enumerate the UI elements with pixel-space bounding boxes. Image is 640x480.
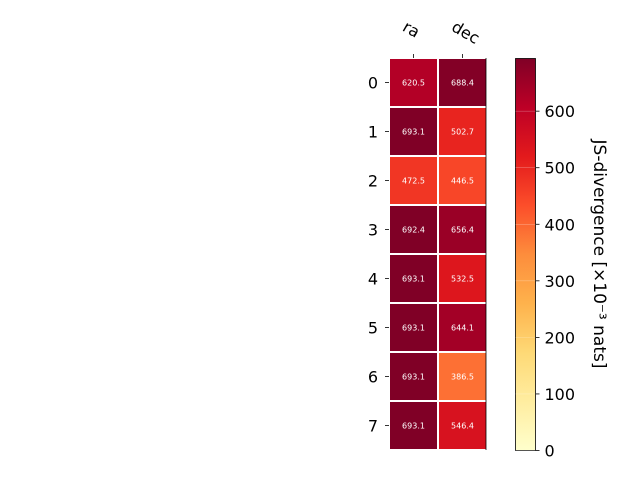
cell-value-label: 693.1 (402, 422, 425, 431)
colorbar-ticks: 0 100 200 300 400 500 600 (515, 102, 576, 461)
cell-value-label: 644.1 (451, 324, 474, 333)
heatmap-cell (390, 206, 437, 253)
heatmap-cells: 620.5 688.4 693.1 502.7 472.5 446.5 692.4 656.4… (390, 59, 486, 449)
cell-value-label: 693.1 (402, 373, 425, 382)
cell-value-label: 502.7 (451, 128, 474, 137)
row-label: 1 (368, 123, 378, 142)
heatmap-cell (390, 108, 437, 155)
heatmap-cell (390, 255, 437, 302)
heatmap-cell (439, 59, 486, 106)
row-label: 2 (368, 172, 378, 191)
heatmap-cell (439, 108, 486, 155)
column-labels: ra dec (400, 17, 483, 58)
colorbar-tick-label: 0 (545, 442, 555, 461)
colorbar-gradient (515, 58, 536, 451)
heatmap-cell (390, 353, 437, 400)
heatmap-cell (439, 402, 486, 449)
colorbar-tick-label: 600 (545, 102, 576, 121)
cell-value-label: 446.5 (451, 177, 474, 186)
colorbar-tick-label: 200 (545, 328, 576, 347)
cell-value-label: 688.4 (451, 79, 474, 88)
cell-value-label: 692.4 (402, 226, 425, 235)
heatmap-cell (439, 255, 486, 302)
heatmap-cell (390, 304, 437, 351)
row-labels: 0 1 2 3 4 5 6 7 (368, 74, 389, 436)
colorbar-tick-label: 300 (545, 272, 576, 291)
cell-value-label: 693.1 (402, 128, 425, 137)
heatmap-cell (439, 353, 486, 400)
heatmap-cell (390, 59, 437, 106)
column-label: dec (449, 17, 483, 48)
heatmap-cell (439, 304, 486, 351)
row-label: 7 (368, 417, 378, 436)
row-label: 0 (368, 74, 378, 93)
heatmap-cell (439, 157, 486, 204)
cell-value-label: 620.5 (402, 79, 425, 88)
cell-value-label: 472.5 (402, 177, 425, 186)
cell-value-label: 693.1 (402, 324, 425, 333)
colorbar-label: JS-divergence [×10⁻³ nats] (589, 139, 609, 369)
cell-value-label: 532.5 (451, 275, 474, 284)
colorbar-tick-label: 100 (545, 385, 576, 404)
row-label: 6 (368, 368, 378, 387)
colorbar-tick-label: 500 (545, 159, 576, 178)
cell-value-label: 386.5 (451, 373, 474, 382)
colorbar-tick-label: 400 (545, 215, 576, 234)
heatmap-cell (390, 402, 437, 449)
cell-value-label: 656.4 (451, 226, 474, 235)
cell-value-label: 693.1 (402, 275, 425, 284)
colorbar: 0 100 200 300 400 500 600 JS-divergence [×10⁻³… (515, 58, 609, 461)
cell-value-label: 546.4 (451, 422, 474, 431)
heatmap-cell (439, 206, 486, 253)
row-label: 5 (368, 319, 378, 338)
heatmap-cell (390, 157, 437, 204)
row-label: 4 (368, 270, 378, 289)
row-label: 3 (368, 221, 378, 240)
column-label: ra (400, 17, 424, 42)
